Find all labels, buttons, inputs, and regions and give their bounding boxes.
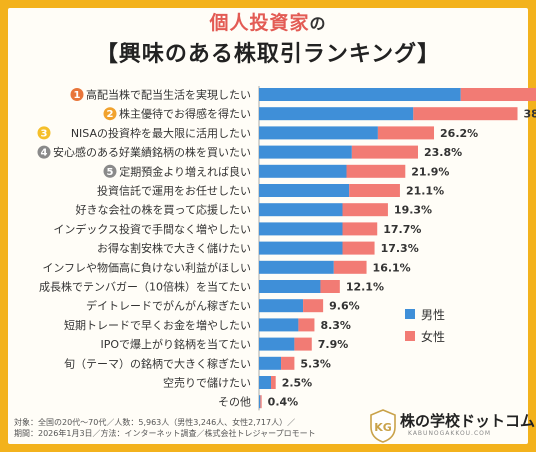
bar-segment-female bbox=[303, 299, 324, 313]
category-label: 株主優待でお得感を得たい bbox=[119, 107, 251, 121]
rank-badge bbox=[70, 88, 84, 101]
title-suffix: の bbox=[309, 14, 327, 33]
category-label: 空売りで儲けたい bbox=[163, 376, 251, 390]
bar-segment-female bbox=[294, 337, 312, 351]
category-label: その他 bbox=[218, 396, 251, 409]
bar-segment-male bbox=[259, 241, 343, 255]
bar-segment-male bbox=[259, 337, 295, 351]
total-value-label: 7.9% bbox=[318, 338, 349, 351]
chart-title-line1: 個人投資家の bbox=[0, 8, 536, 35]
category-label: 安心感のある好業績銘柄の株を買いたい bbox=[53, 145, 251, 159]
category-label: NISAの投資枠を最大限に活用したい bbox=[71, 126, 251, 140]
bar-segment-female bbox=[342, 241, 375, 255]
category-label: 短期トレードで早くお金を増やしたい bbox=[64, 318, 251, 332]
total-value-label: 0.4% bbox=[268, 396, 299, 409]
chart-title-line2: 【興味のある株取引ランキング】 bbox=[95, 42, 441, 67]
bar-segment-male bbox=[259, 184, 350, 197]
bar-segment-male bbox=[259, 145, 352, 159]
bar-segment-female bbox=[298, 318, 315, 332]
bar-segment-male bbox=[259, 126, 378, 140]
brand-logo: KG 株の学校ドットコム KABUNOGAKKOU.COM bbox=[368, 406, 535, 444]
category-label: 旬（テーマ）の銘柄で大きく稼ぎたい bbox=[64, 356, 251, 370]
legend-swatch-male bbox=[405, 309, 415, 319]
rank-number: 4 bbox=[41, 148, 48, 159]
bar-segment-male bbox=[259, 280, 321, 293]
total-value-label: 2.5% bbox=[282, 377, 313, 390]
total-value-label: 26.2% bbox=[440, 127, 478, 140]
total-value-label: 17.7% bbox=[383, 223, 421, 236]
rank-badge bbox=[103, 107, 117, 121]
bar-segment-male bbox=[259, 107, 414, 121]
bar-segment-male bbox=[259, 222, 343, 236]
rank-badge bbox=[37, 126, 51, 140]
rank-number: 5 bbox=[107, 167, 114, 178]
bar-segment-female bbox=[349, 184, 400, 197]
bar-segment-male bbox=[259, 376, 272, 389]
bar-segment-female bbox=[320, 280, 340, 293]
bar-segment-female bbox=[281, 356, 295, 370]
rank-badge bbox=[37, 145, 51, 159]
legend-label-female: 女性 bbox=[421, 329, 446, 344]
category-label: 高配当株で配当生活を実現したい bbox=[86, 88, 251, 102]
total-value-label: 21.1% bbox=[406, 185, 444, 198]
legend-item-male: 男性 bbox=[405, 303, 445, 325]
total-value-label: 23.8% bbox=[424, 146, 462, 159]
bar-segment-male bbox=[259, 164, 347, 178]
legend-item-female: 女性 bbox=[405, 325, 445, 347]
total-value-label: 5.3% bbox=[300, 357, 331, 370]
bar-segment-female bbox=[333, 260, 367, 274]
bar-segment-female bbox=[342, 222, 378, 236]
bar-segment-male bbox=[259, 318, 299, 332]
rank-number: 1 bbox=[74, 90, 81, 101]
total-value-label: 21.9% bbox=[411, 165, 449, 178]
rank-number: 2 bbox=[107, 109, 114, 120]
category-label: お得な割安株で大きく儲けたい bbox=[97, 241, 251, 255]
total-value-label: 38.7% bbox=[524, 108, 536, 121]
total-value-label: 9.6% bbox=[329, 300, 360, 313]
category-label: デイトレードでがんがん稼ぎたい bbox=[86, 299, 251, 313]
total-value-label: 19.3% bbox=[394, 204, 432, 217]
school-crest-icon: KG bbox=[370, 409, 396, 443]
total-value-label: 16.1% bbox=[373, 261, 411, 274]
bar-segment-male bbox=[259, 299, 304, 313]
bar-segment-female bbox=[342, 203, 388, 217]
category-label: 好きな会社の株を買って応援したい bbox=[76, 203, 251, 217]
bar-segment-male bbox=[259, 395, 261, 409]
footnote-line2: 期間：2026年1月3日／方法：インターネット調査／株式会社トレジャープロモート bbox=[14, 429, 316, 438]
category-label: 定期預金より増えれば良い bbox=[119, 164, 251, 178]
total-value-label: 17.3% bbox=[381, 242, 419, 255]
logo-name: 株の学校ドットコム bbox=[400, 412, 536, 430]
bar-segment-female bbox=[260, 395, 262, 409]
footnote-line1: 対象：全国の20代〜70代／人数：5,963人（男性3,246人、女性2,717… bbox=[14, 418, 296, 427]
total-value-label: 12.1% bbox=[346, 281, 384, 294]
bar-segment-female bbox=[346, 164, 406, 178]
logo-url: KABUNOGAKKOU.COM bbox=[408, 430, 492, 437]
footnote: 対象：全国の20代〜70代／人数：5,963人（男性3,246人、女性2,717… bbox=[14, 417, 316, 439]
bar-segment-female bbox=[271, 376, 276, 389]
svg-text:KG: KG bbox=[374, 421, 392, 434]
legend: 男性 女性 bbox=[405, 303, 445, 347]
category-label: 成長株でテンバガー（10倍株）を当てたい bbox=[39, 280, 251, 294]
bar-segment-female bbox=[413, 107, 518, 121]
rank-number: 3 bbox=[41, 128, 48, 139]
bar-segment-female bbox=[377, 126, 435, 140]
legend-label-male: 男性 bbox=[421, 307, 446, 322]
bar-segment-male bbox=[259, 356, 282, 370]
category-label: インデックス投資で手間なく増やしたい bbox=[53, 222, 251, 236]
total-value-label: 8.3% bbox=[320, 319, 351, 332]
legend-swatch-female bbox=[405, 331, 415, 341]
category-label: IPOで爆上がり銘柄を当てたい bbox=[100, 337, 251, 351]
bar-segment-female bbox=[460, 88, 536, 101]
bar-segment-male bbox=[259, 203, 343, 217]
bar-segment-male bbox=[259, 88, 461, 101]
category-label: インフレや物価高に負けない利益がほしい bbox=[42, 260, 251, 274]
bar-segment-female bbox=[351, 145, 418, 159]
bar-segment-male bbox=[259, 260, 334, 274]
title-main: 個人投資家 bbox=[209, 12, 310, 34]
category-label: 投資信託で運用をお任せしたい bbox=[97, 184, 251, 198]
rank-badge bbox=[103, 164, 117, 178]
